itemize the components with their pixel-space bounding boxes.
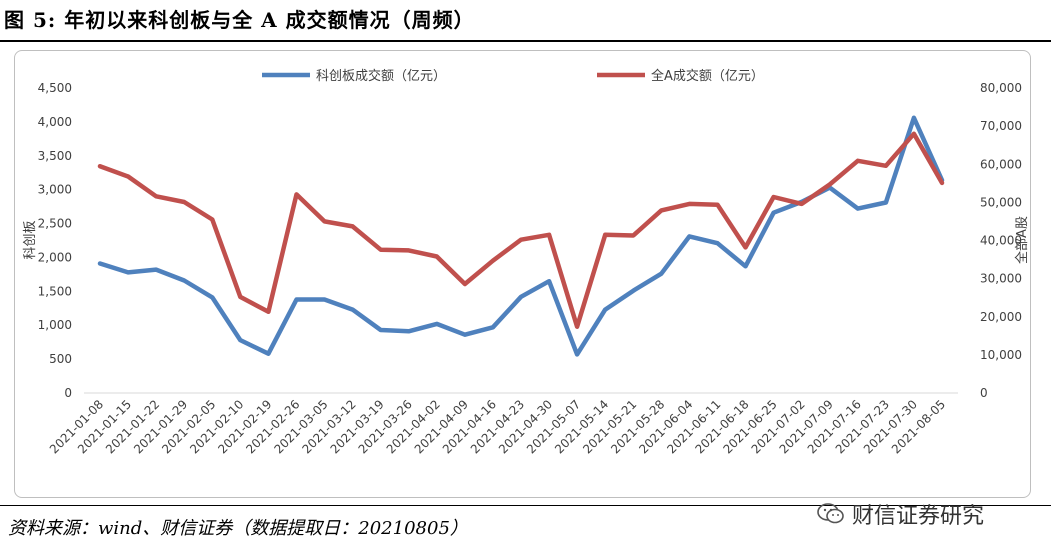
series-1-point	[463, 333, 467, 337]
series-1-point	[744, 264, 748, 268]
y2-tick-label: 30,000	[980, 272, 1022, 286]
y2-tick-label: 10,000	[980, 348, 1022, 362]
series-2-point	[491, 259, 495, 263]
y2-tick-label: 70,000	[980, 119, 1022, 133]
wechat-icon	[817, 503, 844, 524]
series-1-point	[435, 322, 439, 326]
y-tick-label: 4,500	[38, 81, 72, 95]
series-2-point	[884, 164, 888, 168]
series-1-point	[715, 241, 719, 245]
series-2-point	[154, 194, 158, 198]
series-2-point	[800, 202, 804, 206]
top-rule	[0, 40, 1051, 42]
series-2-point	[266, 310, 270, 314]
y-tick-label: 0	[64, 386, 72, 400]
series-1-point	[154, 268, 158, 272]
series-2-point	[547, 233, 551, 237]
series-2-point	[182, 200, 186, 204]
series-2-point	[659, 208, 663, 212]
series-2-point	[631, 234, 635, 238]
y2-tick-label: 20,000	[980, 310, 1022, 324]
y2-tick-label: 0	[980, 386, 988, 400]
y2-tick-label: 80,000	[980, 81, 1022, 95]
series-1-point	[547, 279, 551, 283]
legend-label-2: 全A成交额（亿元）	[651, 68, 764, 84]
series-1-point	[379, 328, 383, 332]
series-2-point	[715, 203, 719, 207]
series-1-point	[126, 270, 130, 274]
series-1-point	[884, 201, 888, 205]
y2-tick-label: 60,000	[980, 157, 1022, 171]
series-1-point	[266, 352, 270, 356]
series-1-point	[912, 116, 916, 120]
series-2-point	[603, 233, 607, 237]
series-1-point	[772, 211, 776, 215]
series-1-point	[323, 297, 327, 301]
y-tick-label: 500	[49, 352, 72, 366]
y-tick-label: 1,500	[38, 284, 72, 298]
series-1-point	[238, 338, 242, 342]
series-1-point	[294, 297, 298, 301]
y-tick-label: 3,500	[38, 149, 72, 163]
series-2-point	[463, 282, 467, 286]
series-2-point	[407, 248, 411, 252]
y-tick-label: 2,000	[38, 250, 72, 264]
series-1-point	[98, 262, 102, 266]
chart-frame	[14, 50, 1031, 498]
series-2-point	[379, 248, 383, 252]
series-1-point	[210, 295, 214, 299]
series-1-point	[182, 278, 186, 282]
series-2-point	[435, 255, 439, 259]
y-tick-label: 1,000	[38, 318, 72, 332]
figure-title: 图 5: 年初以来科创板与全 A 成交额情况（周频）	[4, 8, 475, 32]
y-axis-label: 科创板	[23, 220, 38, 259]
legend-label-1: 科创板成交额（亿元）	[316, 68, 446, 84]
series-1-point	[575, 352, 579, 356]
y2-axis-label: 全部A股	[1014, 216, 1030, 264]
series-1-point	[856, 207, 860, 211]
series-1-point	[491, 325, 495, 329]
series-2-point	[912, 132, 916, 136]
series-1-point	[659, 272, 663, 276]
series-1-point	[631, 289, 635, 293]
watermark-text: 财信证券研究	[852, 504, 985, 529]
y2-tick-label: 50,000	[980, 195, 1022, 209]
y-tick-label: 3,000	[38, 183, 72, 197]
series-2-point	[351, 224, 355, 228]
watermark: 财信证券研究	[816, 498, 984, 530]
series-2-point	[294, 192, 298, 196]
series-2-point	[772, 195, 776, 199]
y2-tick-label: 40,000	[980, 234, 1022, 248]
source-note: 资料来源：wind、财信证券（数据提取日：20210805）	[8, 518, 468, 539]
series-2-point	[940, 181, 944, 185]
series-line-1	[97, 115, 945, 357]
series-1-point	[351, 308, 355, 312]
series-2-point	[575, 325, 579, 329]
series-2-point	[687, 202, 691, 206]
series-1-point	[519, 295, 523, 299]
series-2-point	[126, 174, 130, 178]
series-2-point	[323, 219, 327, 223]
series-2-point	[519, 238, 523, 242]
y-tick-label: 4,000	[38, 115, 72, 129]
series-2-point	[744, 245, 748, 249]
series-2-point	[856, 159, 860, 163]
series-1-point	[687, 234, 691, 238]
series-1-point	[603, 308, 607, 312]
series-2-point	[238, 295, 242, 299]
series-2-point	[828, 182, 832, 186]
chart: 0 500 1,000 1,500 2,000 2,500 3,000 3,500 4,000 4…	[23, 68, 1030, 456]
y-tick-label: 2,500	[38, 217, 72, 231]
series-2-point	[98, 164, 102, 168]
series-2-point	[210, 218, 214, 222]
series-1-point	[407, 329, 411, 333]
bottom-rule	[0, 505, 1051, 506]
